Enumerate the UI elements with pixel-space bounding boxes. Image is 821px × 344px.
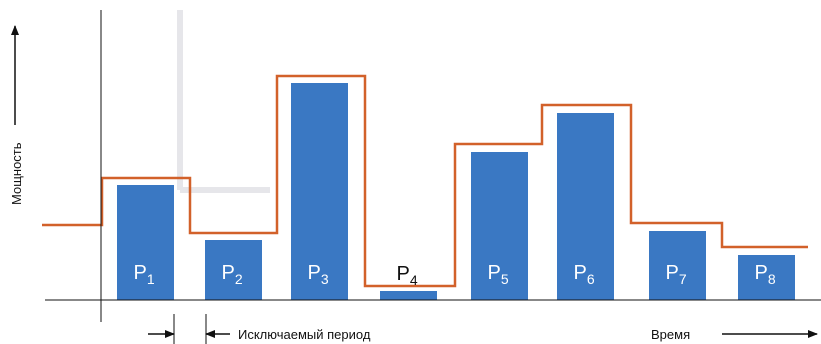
excluded-period-label: Исключаемый период xyxy=(238,327,371,342)
bar-label-p7: P7 xyxy=(666,262,687,287)
bar-p7 xyxy=(649,231,706,300)
bar-label-p4: P4 xyxy=(397,263,418,288)
watermark xyxy=(177,10,270,193)
bar-p4 xyxy=(380,291,437,300)
bar-label-p3: P3 xyxy=(308,262,329,287)
bar-labels-group: P1 P2 P3 P4 P5 P6 P7 P8 xyxy=(134,262,776,288)
x-axis-label: Время xyxy=(651,327,690,342)
bars-group xyxy=(117,83,795,300)
bar-label-p1: P1 xyxy=(134,262,155,287)
bar-p5 xyxy=(471,152,528,300)
bar-label-p6: P6 xyxy=(574,262,595,287)
y-axis-label: Мощность xyxy=(9,142,24,205)
bar-p8 xyxy=(738,255,795,300)
bar-label-p2: P2 xyxy=(222,262,243,287)
envelope-line xyxy=(42,74,808,288)
bar-label-p8: P8 xyxy=(755,262,776,287)
bar-p2 xyxy=(205,240,262,300)
envelope-group xyxy=(42,74,808,288)
bar-label-p5: P5 xyxy=(488,262,509,287)
bar-p6 xyxy=(557,113,614,300)
bar-p3 xyxy=(291,83,348,300)
bar-p1 xyxy=(117,185,174,300)
